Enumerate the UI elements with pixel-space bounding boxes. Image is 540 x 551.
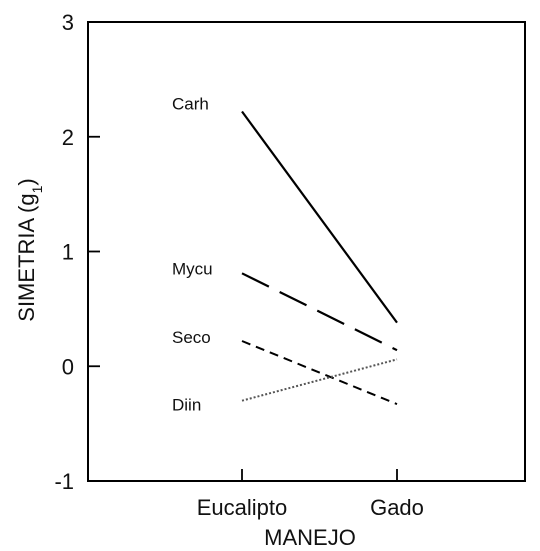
y-tick-label: 3 [62,10,74,35]
y-tick-label: 0 [62,354,74,379]
series-label-seco: Seco [172,328,211,347]
series-line-diin [241,358,398,402]
series-line-seco [241,340,398,406]
series-label-diin: Diin [172,396,201,415]
series-line-carh [241,110,398,324]
y-tick-label: -1 [54,469,74,494]
y-tick-label: 1 [62,240,74,265]
x-axis-title: MANEJO [264,525,356,550]
y-axis-title-main: SIMETRIA (g [14,193,39,321]
x-tick-label: Eucalipto [197,495,288,520]
y-tick-label: 2 [62,125,74,150]
plot-frame [87,21,526,482]
y-axis-title-close: ) [14,178,39,185]
y-axis-title-subscript: 1 [29,185,45,193]
y-axis-title: SIMETRIA (g1) [14,178,45,321]
series-label-mycu: Mycu [172,259,213,278]
x-tick-label: Gado [370,495,424,520]
series-line-mycu [241,272,398,352]
series-label-carh: Carh [172,95,209,114]
